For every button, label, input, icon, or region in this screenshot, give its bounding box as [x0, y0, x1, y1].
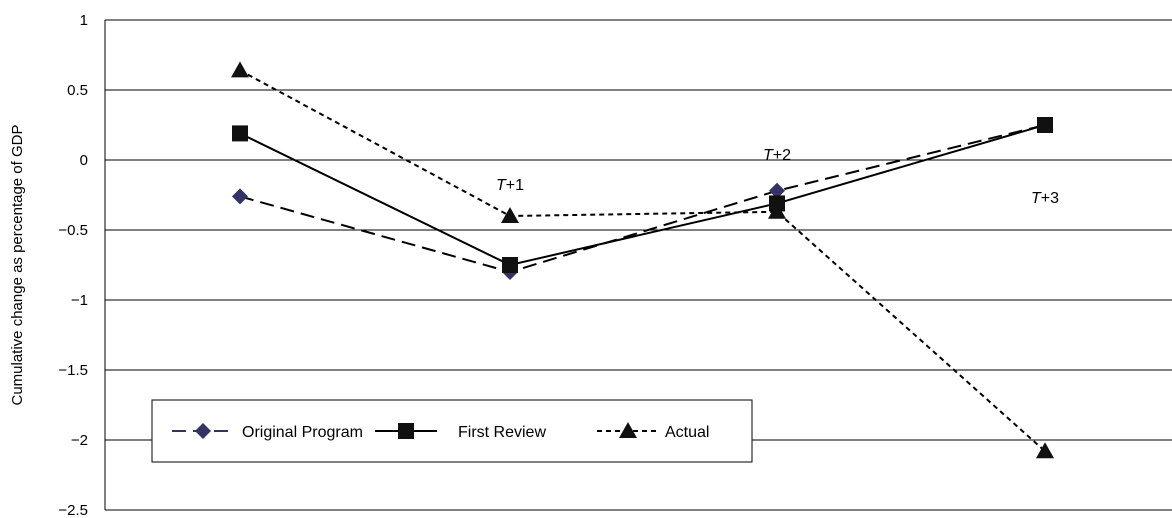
- category-label: T+2: [763, 147, 791, 164]
- data-point-square: [1037, 117, 1053, 133]
- category-label: T+1: [496, 177, 524, 194]
- legend-label: Original Program: [242, 424, 363, 441]
- data-point-triangle: [501, 207, 519, 223]
- series-line: [239, 124, 1046, 274]
- data-point-diamond: [769, 182, 785, 199]
- legend-label: First Review: [458, 424, 546, 441]
- legend-item: Actual: [597, 422, 709, 441]
- y-tick-label: 0.5: [67, 82, 88, 99]
- data-point-square: [232, 125, 248, 142]
- legend-marker: [398, 423, 414, 439]
- y-axis-label: Cumulative change as percentage of GDP: [9, 125, 26, 406]
- data-point-triangle: [231, 61, 249, 78]
- series-line: [239, 69, 1046, 452]
- category-label: T+3: [1031, 190, 1059, 207]
- y-tick-label: −1.5: [58, 362, 88, 379]
- series-group: [231, 61, 1054, 459]
- y-tick-label: −2.5: [58, 502, 88, 518]
- category-labels: T+1 T+2 T+3: [496, 147, 1059, 207]
- y-tick-label: −2: [71, 432, 88, 449]
- legend: Original Program First Review Actual: [151, 399, 753, 463]
- legend-marker: [619, 422, 637, 438]
- y-tick-label: 1: [80, 12, 88, 29]
- legend-item: First Review: [375, 423, 546, 441]
- legend-label: Actual: [665, 424, 709, 441]
- y-tick-label: −1: [71, 292, 88, 309]
- series-actual: [231, 61, 1054, 459]
- series-line: [239, 124, 1046, 267]
- data-point-square: [502, 257, 518, 273]
- data-point-triangle: [768, 202, 786, 219]
- y-tick-label: 0: [80, 152, 88, 169]
- data-point-diamond: [232, 188, 248, 205]
- legend-item: Original Program: [172, 423, 363, 441]
- data-point-triangle: [1036, 442, 1054, 459]
- legend-marker: [195, 423, 211, 439]
- y-axis-tick-labels: 1 0.5 0 −0.5 −1 −1.5 −2 −2.5: [58, 12, 88, 518]
- y-tick-label: −0.5: [58, 222, 88, 239]
